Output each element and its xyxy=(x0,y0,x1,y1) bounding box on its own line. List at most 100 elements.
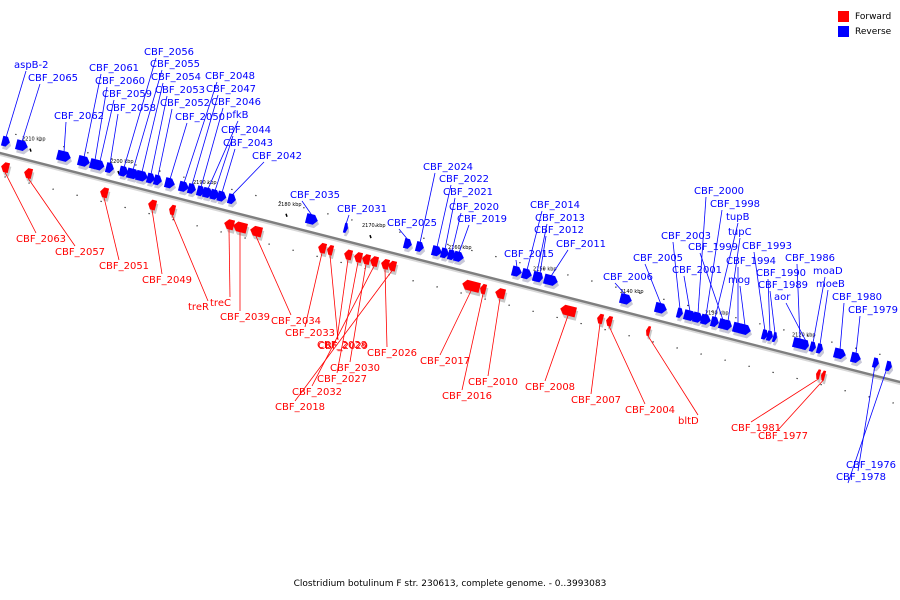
gene-cbf-2058 xyxy=(104,162,116,177)
gene-tupb xyxy=(709,316,721,331)
gene-label-cbf-2049: CBF_2049 xyxy=(142,275,192,286)
leader-line xyxy=(103,197,120,261)
leader-line xyxy=(750,378,819,423)
gene-shadow xyxy=(773,335,779,346)
gene-cbf-2051 xyxy=(100,187,111,202)
gene-cbf-1977 xyxy=(821,370,828,385)
gene-label-cbf-2016: CBF_2016 xyxy=(442,391,492,402)
gene-arrow xyxy=(675,307,683,319)
leader-line xyxy=(796,263,801,340)
gene-label-cbf-2014: CBF_2014 xyxy=(530,200,580,211)
gene-label-cbf-2063: CBF_2063 xyxy=(16,234,66,245)
gene-label-cbf-1981: CBF_1981 xyxy=(731,423,781,434)
gene-cbf-2049 xyxy=(148,199,159,214)
gene-label-cbf-2035: CBF_2035 xyxy=(290,190,340,201)
gene-cbf-2062 xyxy=(55,149,72,166)
leader-line xyxy=(515,259,518,268)
gene-label-cbf-2047: CBF_2047 xyxy=(206,84,256,95)
leader-line xyxy=(767,278,771,332)
gene-arrow xyxy=(354,252,364,263)
gene-label-cbf-2000: CBF_2000 xyxy=(694,186,744,197)
gene-arrow xyxy=(327,244,335,256)
gene-label-cbf-2031: CBF_2031 xyxy=(337,204,387,215)
leader-line xyxy=(221,148,236,193)
gene-label-cbf-2050: CBF_2050 xyxy=(175,112,225,123)
gene-arrow xyxy=(226,193,236,205)
gene-mog xyxy=(737,323,753,339)
leader-line xyxy=(614,282,627,296)
gene-label-tupc: tupC xyxy=(728,227,752,238)
leader-line xyxy=(63,121,67,153)
gene-label-cbf-2048: CBF_2048 xyxy=(205,71,255,82)
gene-label-cbf-2013: CBF_2013 xyxy=(535,213,585,224)
leader-line xyxy=(839,302,845,350)
leader-line xyxy=(27,177,76,247)
gene-arrow xyxy=(682,309,696,321)
gene-arrow xyxy=(100,187,110,199)
gene-cbf-2028 xyxy=(344,249,355,264)
forward-swatch xyxy=(838,11,849,22)
leader-line xyxy=(458,224,470,253)
gene-aor xyxy=(801,339,811,354)
gene-label-cbf-2057: CBF_2057 xyxy=(55,247,105,258)
gene-label-cbf-2020: CBF_2020 xyxy=(449,202,499,213)
gene-cbf-2039 xyxy=(233,221,250,238)
gene-arrow xyxy=(201,186,213,199)
gene-arrow xyxy=(152,174,162,186)
gene-label-cbf-1993: CBF_1993 xyxy=(742,241,792,252)
gene-cbf-2005 xyxy=(653,301,669,317)
gene-arrow xyxy=(439,247,449,259)
gene-arrow xyxy=(177,180,189,192)
scale-tick-label: 2190 kbp xyxy=(193,180,217,186)
gene-label-cbf-1994: CBF_1994 xyxy=(726,256,776,267)
leader-line xyxy=(4,172,37,234)
gene-label-cbf-2004: CBF_2004 xyxy=(625,405,675,416)
gene-cbf-2047 xyxy=(186,183,198,198)
gene-cbf-2033 xyxy=(318,242,329,258)
gene-cbf-1976 xyxy=(871,357,881,372)
gene-label-cbf-2061: CBF_2061 xyxy=(89,63,139,74)
gene-trer xyxy=(169,204,178,219)
gene-arrow xyxy=(542,273,558,286)
gene-arrow xyxy=(414,241,424,252)
gene-arrow xyxy=(318,242,328,254)
leader-line xyxy=(336,259,349,340)
gene-arrow xyxy=(388,260,398,272)
legend-label-reverse: Reverse xyxy=(855,26,892,37)
gene-cbf-2003 xyxy=(675,307,685,322)
leader-line xyxy=(21,83,41,142)
gene-label-trer: treR xyxy=(188,302,209,313)
scale-tick-mark xyxy=(369,234,372,239)
leader-line xyxy=(419,172,436,243)
legend-label-forward: Forward xyxy=(855,11,892,22)
gene-label-bltd: bltD xyxy=(678,416,699,427)
gene-label-cbf-2034: CBF_2034 xyxy=(271,316,321,327)
leader-line xyxy=(345,214,350,225)
leader-line xyxy=(301,200,313,216)
scale-tick-mark xyxy=(285,213,288,218)
gene-arrow xyxy=(510,265,522,277)
gene-cbf-1979 xyxy=(849,351,863,367)
gene-moad xyxy=(808,341,818,356)
gene-arrow xyxy=(0,135,10,147)
leader-line xyxy=(855,315,861,354)
gene-arrow xyxy=(760,329,768,340)
leader-line xyxy=(83,73,102,158)
leader-line xyxy=(183,81,218,183)
gene-cbf-2011 xyxy=(542,273,559,290)
gene-arrow xyxy=(815,343,823,354)
gene-label-cbf-1976: CBF_1976 xyxy=(846,460,896,471)
gene-arrow xyxy=(344,249,354,261)
gene-label-cbf-2052: CBF_2052 xyxy=(160,98,210,109)
gene-label-cbf-1980: CBF_1980 xyxy=(832,292,882,303)
gene-label-cbf-2046: CBF_2046 xyxy=(211,97,261,108)
leader-line xyxy=(99,99,115,162)
gene-arrow xyxy=(55,149,71,162)
gene-aspb-2 xyxy=(0,135,12,150)
leader-line xyxy=(683,275,691,312)
leader-line xyxy=(444,197,456,250)
leader-line xyxy=(231,161,265,196)
gene-arrow xyxy=(771,331,777,343)
